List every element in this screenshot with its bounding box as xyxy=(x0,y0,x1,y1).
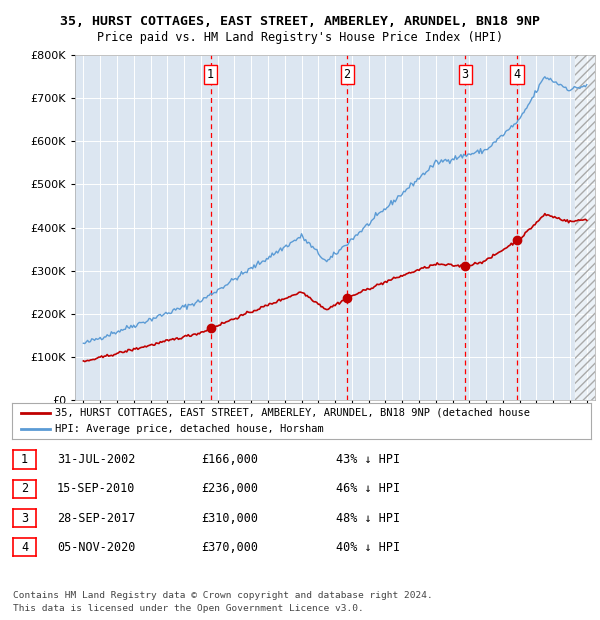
Text: 15-SEP-2010: 15-SEP-2010 xyxy=(57,482,136,495)
Text: £166,000: £166,000 xyxy=(201,453,258,466)
Text: 28-SEP-2017: 28-SEP-2017 xyxy=(57,512,136,525)
Bar xyxy=(575,55,597,400)
Text: 4: 4 xyxy=(514,68,521,81)
Text: 31-JUL-2002: 31-JUL-2002 xyxy=(57,453,136,466)
Text: 43% ↓ HPI: 43% ↓ HPI xyxy=(336,453,400,466)
Text: 1: 1 xyxy=(207,68,214,81)
Text: This data is licensed under the Open Government Licence v3.0.: This data is licensed under the Open Gov… xyxy=(13,604,364,613)
Text: HPI: Average price, detached house, Horsham: HPI: Average price, detached house, Hors… xyxy=(55,424,324,434)
Text: Contains HM Land Registry data © Crown copyright and database right 2024.: Contains HM Land Registry data © Crown c… xyxy=(13,591,433,600)
Text: £236,000: £236,000 xyxy=(201,482,258,495)
Text: 1: 1 xyxy=(21,453,28,466)
Text: 46% ↓ HPI: 46% ↓ HPI xyxy=(336,482,400,495)
Text: 4: 4 xyxy=(21,541,28,554)
Text: 48% ↓ HPI: 48% ↓ HPI xyxy=(336,512,400,525)
Text: 40% ↓ HPI: 40% ↓ HPI xyxy=(336,541,400,554)
Text: £370,000: £370,000 xyxy=(201,541,258,554)
Text: 05-NOV-2020: 05-NOV-2020 xyxy=(57,541,136,554)
Text: 3: 3 xyxy=(461,68,469,81)
Text: 35, HURST COTTAGES, EAST STREET, AMBERLEY, ARUNDEL, BN18 9NP: 35, HURST COTTAGES, EAST STREET, AMBERLE… xyxy=(60,16,540,28)
Text: 3: 3 xyxy=(21,512,28,525)
Text: Price paid vs. HM Land Registry's House Price Index (HPI): Price paid vs. HM Land Registry's House … xyxy=(97,31,503,43)
Text: 35, HURST COTTAGES, EAST STREET, AMBERLEY, ARUNDEL, BN18 9NP (detached house: 35, HURST COTTAGES, EAST STREET, AMBERLE… xyxy=(55,408,530,418)
Text: 2: 2 xyxy=(343,68,350,81)
Text: £310,000: £310,000 xyxy=(201,512,258,525)
Text: 2: 2 xyxy=(21,482,28,495)
